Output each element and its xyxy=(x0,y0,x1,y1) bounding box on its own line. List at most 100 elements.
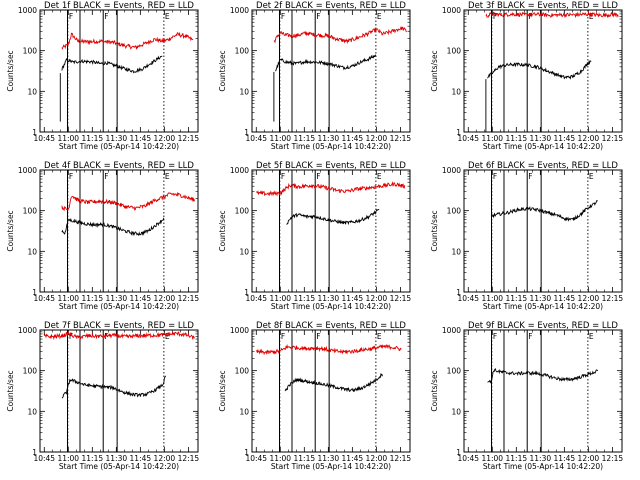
x-tick-label: 11:00 xyxy=(269,454,291,463)
x-tick-label: 11:45 xyxy=(554,134,576,143)
x-axis-title: Start Time (05-Apr-14 10:42:20) xyxy=(271,462,391,471)
event-marker-label: F xyxy=(493,12,497,21)
y-tick-label: 1000 xyxy=(18,6,37,15)
y-axis-title: Counts/sec xyxy=(430,50,439,91)
x-tick-label: 12:00 xyxy=(578,134,600,143)
panel-title: Det 6f BLACK = Events, RED = LLD xyxy=(468,161,618,171)
events-series xyxy=(61,375,166,399)
event-marker-label: E xyxy=(165,332,170,341)
y-axis-title: Counts/sec xyxy=(6,210,15,251)
event-marker-label: F xyxy=(69,332,73,341)
panel-7: Det 7f BLACK = Events, RED = LLD 1 10 100 10… xyxy=(6,321,199,471)
y-tick-label: 10 xyxy=(239,247,249,256)
x-tick-label: 11:15 xyxy=(506,134,528,143)
x-tick-label: 10:45 xyxy=(245,134,267,143)
x-axis-title: Start Time (05-Apr-14 10:42:20) xyxy=(59,462,179,471)
panel-2: Det 2f BLACK = Events, RED = LLD 1 10 100 10… xyxy=(218,1,411,151)
x-tick-label: 11:15 xyxy=(294,134,316,143)
x-tick-label: 12:15 xyxy=(602,454,624,463)
x-tick-label: 11:00 xyxy=(269,134,291,143)
panel-title: Det 5f BLACK = Events, RED = LLD xyxy=(256,161,406,171)
x-tick-label: 12:15 xyxy=(390,294,412,303)
y-tick-label: 1000 xyxy=(18,326,37,335)
x-tick-label: 12:15 xyxy=(602,134,624,143)
y-tick-label: 1000 xyxy=(442,166,461,175)
y-tick-label: 100 xyxy=(235,47,250,56)
plot-frame xyxy=(463,169,623,293)
x-tick-label: 10:45 xyxy=(33,294,55,303)
y-tick-label: 1 xyxy=(456,288,461,297)
plot-frame xyxy=(251,9,411,133)
panel-title: Det 9f BLACK = Events, RED = LLD xyxy=(468,321,618,331)
y-axis-title: Counts/sec xyxy=(6,50,15,91)
y-axis-title: Counts/sec xyxy=(218,370,227,411)
x-axis-title: Start Time (05-Apr-14 10:42:20) xyxy=(59,302,179,311)
x-tick-label: 11:15 xyxy=(506,454,528,463)
y-tick-label: 10 xyxy=(451,247,461,256)
y-axis-title: Counts/sec xyxy=(218,210,227,251)
x-tick-label: 11:45 xyxy=(554,294,576,303)
y-tick-label: 100 xyxy=(447,367,462,376)
y-tick-label: 1 xyxy=(456,128,461,137)
x-tick-label: 12:00 xyxy=(366,454,388,463)
x-tick-label: 11:45 xyxy=(342,454,364,463)
lld-series xyxy=(485,11,619,19)
event-marker-label: F xyxy=(69,172,73,181)
y-tick-label: 100 xyxy=(23,47,38,56)
x-tick-label: 12:15 xyxy=(390,454,412,463)
event-marker-label: F xyxy=(104,172,108,181)
x-tick-label: 11:45 xyxy=(342,294,364,303)
x-tick-label: 11:15 xyxy=(294,454,316,463)
x-axis-title: Start Time (05-Apr-14 10:42:20) xyxy=(483,302,603,311)
x-tick-label: 11:15 xyxy=(506,294,528,303)
panel-title: Det 4f BLACK = Events, RED = LLD xyxy=(44,161,194,171)
lld-series xyxy=(273,26,407,45)
event-marker-label: F xyxy=(281,332,285,341)
y-tick-label: 10 xyxy=(451,87,461,96)
plot-frame xyxy=(463,9,623,133)
x-tick-label: 11:00 xyxy=(481,134,503,143)
event-marker-label: F xyxy=(316,12,320,21)
x-tick-label: 12:15 xyxy=(178,294,200,303)
x-tick-label: 10:45 xyxy=(33,134,55,143)
x-tick-label: 11:45 xyxy=(554,454,576,463)
event-marker-label: F xyxy=(316,172,320,181)
panel-1: Det 1f BLACK = Events, RED = LLD 1 10 100 10… xyxy=(6,1,199,151)
panel-title: Det 3f BLACK = Events, RED = LLD xyxy=(468,1,618,11)
plot-frame xyxy=(39,329,199,453)
events-series xyxy=(487,367,598,384)
y-tick-label: 10 xyxy=(27,87,37,96)
event-marker-label: F xyxy=(104,332,108,341)
x-tick-label: 11:30 xyxy=(318,134,340,143)
y-tick-label: 1000 xyxy=(442,326,461,335)
x-tick-label: 11:00 xyxy=(57,294,79,303)
x-axis-title: Start Time (05-Apr-14 10:42:20) xyxy=(271,302,391,311)
x-tick-label: 12:00 xyxy=(578,294,600,303)
y-tick-label: 1 xyxy=(244,288,249,297)
plot-frame xyxy=(39,9,199,133)
y-tick-label: 100 xyxy=(235,207,250,216)
y-tick-label: 10 xyxy=(27,247,37,256)
x-tick-label: 11:00 xyxy=(481,454,503,463)
y-tick-label: 1 xyxy=(244,448,249,457)
y-axis-title: Counts/sec xyxy=(6,370,15,411)
events-series xyxy=(275,54,377,72)
y-tick-label: 10 xyxy=(27,407,37,416)
x-tick-label: 12:00 xyxy=(154,134,176,143)
event-marker-label: E xyxy=(589,172,594,181)
x-tick-label: 11:00 xyxy=(57,454,79,463)
event-marker-label: F xyxy=(493,172,497,181)
x-tick-label: 11:30 xyxy=(106,454,128,463)
x-tick-label: 11:30 xyxy=(106,294,128,303)
x-tick-label: 11:15 xyxy=(82,134,104,143)
event-marker-label: F xyxy=(281,172,285,181)
y-tick-label: 1 xyxy=(456,448,461,457)
x-tick-label: 12:15 xyxy=(178,454,200,463)
x-tick-label: 12:00 xyxy=(154,454,176,463)
event-marker-label: E xyxy=(589,332,594,341)
plot-frame xyxy=(39,169,199,293)
x-tick-label: 11:30 xyxy=(530,134,552,143)
y-tick-label: 1000 xyxy=(230,6,249,15)
y-tick-label: 1000 xyxy=(230,166,249,175)
event-marker-label: F xyxy=(528,332,532,341)
